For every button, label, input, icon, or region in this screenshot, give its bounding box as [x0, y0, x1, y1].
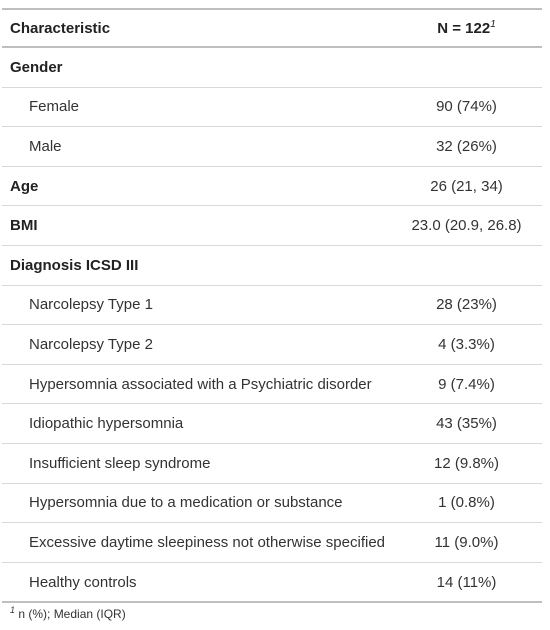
value-cell: 43 (35%) [391, 403, 542, 444]
table-row: Excessive daytime sleepiness not otherwi… [2, 522, 542, 563]
table-row: Hypersomnia due to a medication or subst… [2, 483, 542, 524]
category-label-cell: Narcolepsy Type 2 [2, 324, 392, 365]
table-row: Hypersomnia associated with a Psychiatri… [2, 364, 542, 405]
group-label-cell: Age [2, 166, 392, 207]
table-body: Gender Female 90 (74%) Male 32 (26%) Age 26 (2… [2, 47, 542, 604]
category-label-cell: Male [2, 126, 392, 167]
table-row: Age 26 (21, 34) [2, 166, 542, 207]
n-header: N = 1221 [391, 8, 542, 48]
table-row: Healthy controls 14 (11%) [2, 562, 542, 604]
category-label-cell: Excessive daytime sleepiness not otherwi… [2, 522, 392, 563]
value-cell: 12 (9.8%) [391, 443, 542, 484]
category-label-cell: Healthy controls [2, 562, 392, 604]
table-row: Male 32 (26%) [2, 126, 542, 167]
group-label-cell: Gender [2, 47, 392, 88]
value-cell: 11 (9.0%) [391, 522, 542, 563]
n-header-label: N = 122 [437, 19, 491, 37]
category-label-cell: Narcolepsy Type 1 [2, 285, 392, 326]
table-row: Narcolepsy Type 1 28 (23%) [2, 285, 542, 326]
value-cell: 32 (26%) [391, 126, 542, 167]
value-cell: 1 (0.8%) [391, 483, 542, 524]
summary-table-container: Characteristic N = 1221 Gender Female 90 (… [2, 8, 542, 621]
category-label-cell: Hypersomnia associated with a Psychiatri… [2, 364, 392, 405]
table-footnote: 1 n (%); Median (IQR) [2, 603, 542, 622]
table-row: Diagnosis ICSD III [2, 245, 542, 286]
value-cell: 90 (74%) [391, 87, 542, 128]
characteristic-header: Characteristic [2, 8, 392, 48]
category-label-cell: Hypersomnia due to a medication or subst… [2, 483, 392, 524]
value-cell: 9 (7.4%) [391, 364, 542, 405]
summary-table: Characteristic N = 1221 Gender Female 90 (… [2, 8, 542, 604]
footnote-mark: 1 [10, 605, 16, 616]
category-label-cell: Insufficient sleep syndrome [2, 443, 392, 484]
table-row: BMI 23.0 (20.9, 26.8) [2, 205, 542, 246]
table-row: Female 90 (74%) [2, 87, 542, 128]
value-cell: 4 (3.3%) [391, 324, 542, 365]
footnote-text: n (%); Median (IQR) [15, 607, 126, 622]
category-label-cell: Female [2, 87, 392, 128]
value-cell: 23.0 (20.9, 26.8) [391, 205, 542, 246]
group-label-cell: BMI [2, 205, 392, 246]
table-row: Gender [2, 47, 542, 88]
table-row: Insufficient sleep syndrome 12 (9.8%) [2, 443, 542, 484]
table-header-row: Characteristic N = 1221 [2, 8, 542, 48]
value-cell [391, 245, 542, 286]
category-label-cell: Idiopathic hypersomnia [2, 403, 392, 444]
value-cell: 28 (23%) [391, 285, 542, 326]
table-row: Idiopathic hypersomnia 43 (35%) [2, 403, 542, 444]
n-header-footnote-mark: 1 [490, 18, 496, 30]
characteristic-header-label: Characteristic [10, 19, 111, 37]
value-cell: 26 (21, 34) [391, 166, 542, 207]
group-label-cell: Diagnosis ICSD III [2, 245, 392, 286]
value-cell: 14 (11%) [391, 562, 542, 604]
value-cell [391, 47, 542, 88]
